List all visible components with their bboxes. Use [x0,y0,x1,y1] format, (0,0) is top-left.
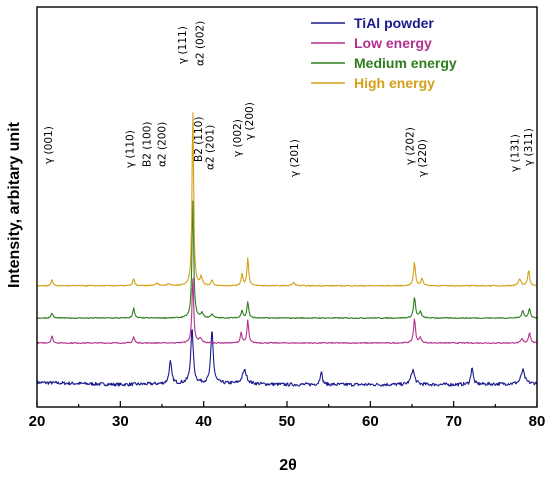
x-tick-label: 80 [529,413,546,430]
legend-label: Medium energy [354,55,457,71]
peak-label: γ (001) [43,126,55,164]
x-axis-title: 2θ [279,457,297,474]
x-axis: 20 30 40 50 60 70 80 [29,401,546,430]
peak-label: γ (220) [417,139,429,177]
x-tick-label: 40 [195,413,212,430]
peak-label: α2 (201) [205,125,217,170]
legend-label: High energy [354,75,435,91]
peak-label: α2 (002) [195,21,207,66]
x-tick-label: 50 [279,413,296,430]
peak-label: γ (201) [289,139,301,177]
legend: TiAl powder Low energy Medium energy High e… [311,15,457,91]
plot-frame [36,6,538,408]
peak-label: γ (202) [405,127,417,165]
legend-label: TiAl powder [354,15,434,31]
x-tick-label: 70 [445,413,462,430]
peak-label: γ (311) [523,128,535,166]
x-tick-label: 20 [29,413,46,430]
x-tick-label: 60 [362,413,379,430]
series-line-1 [36,277,538,345]
peak-label: γ (131) [510,134,522,172]
y-axis-title: Intensity, arbitary unit [6,121,23,288]
peak-label: γ (002) [232,119,244,157]
peak-label: γ (200) [244,102,256,140]
series-line-2 [36,200,538,320]
peak-label: γ (110) [125,130,137,168]
peak-label: γ (111) [177,26,189,64]
peak-label: α2 (200) [156,122,168,167]
series-line-0 [36,329,538,387]
peak-label: B2 (100) [141,122,153,167]
legend-label: Low energy [354,35,432,51]
series-layer [36,112,538,387]
x-tick-label: 30 [112,413,129,430]
series-line-3 [37,112,538,287]
peak-label: B2 (110) [193,117,205,162]
peak-annotations: γ (001) γ (110) B2 (100) α2 (200) γ (111) α2 … [43,21,535,177]
